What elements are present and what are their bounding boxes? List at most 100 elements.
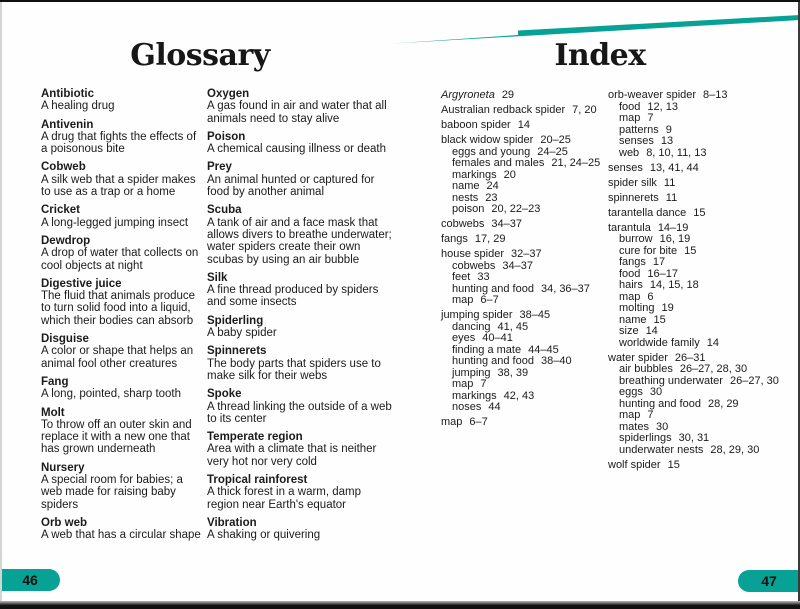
glossary-definition: A drop of water that collects on cool ob… xyxy=(41,247,199,272)
index-entry-pages: 28, 29 xyxy=(707,397,739,410)
index-entry: mates 30 xyxy=(608,421,798,434)
index-entry-label: air bubbles xyxy=(619,363,673,375)
index-entry: senses 13 xyxy=(608,135,798,148)
glossary-entry: Temperate region Area with a climate that… xyxy=(207,431,395,468)
glossary-entry: Orb web A web that has a circular shape xyxy=(41,517,203,542)
glossary-definition: A healing drug xyxy=(41,100,115,113)
index-entry-label: spiderlings xyxy=(619,432,672,444)
index-entry: spider silk 11 xyxy=(608,176,798,190)
index-entry-pages: 13 xyxy=(660,135,674,147)
index-entry-label: name xyxy=(452,180,480,192)
index-entry-label: fangs xyxy=(619,256,646,268)
index-entry-pages: 42, 43 xyxy=(503,389,535,402)
index-entry: cure for bite 15 xyxy=(608,245,798,258)
index-entry-pages: 16, 19 xyxy=(659,233,691,245)
glossary-entry: Nursery A special room for babies; a web … xyxy=(41,462,203,511)
page-number-left: 46 xyxy=(22,572,38,588)
index-entry-pages: 20–25 xyxy=(540,134,571,146)
index-entry-label: tarantella dance xyxy=(608,206,687,219)
index-entry-pages: 15 xyxy=(693,206,706,219)
index-entry: underwater nests 28, 29, 30 xyxy=(608,443,798,457)
index-entry-label: food xyxy=(619,267,641,280)
index-entry-label: nests xyxy=(452,191,479,204)
index-entry: house spider 32–37 xyxy=(441,248,609,261)
index-entry: hairs 14, 15, 18 xyxy=(608,279,798,292)
index-entry-label: map xyxy=(452,294,474,306)
page-number-tab-left: 46 xyxy=(0,569,60,591)
glossary-entry: Cobweb A silk web that a spider makes to … xyxy=(41,161,203,198)
index-entry: web 8, 10, 11, 13 xyxy=(608,146,798,160)
index-entry: spiderlings 30, 31 xyxy=(608,432,798,445)
index-entry: dancing 41, 45 xyxy=(441,321,609,334)
glossary-entry: Scuba A tank of air and a face mask that … xyxy=(207,204,395,265)
glossary-definition: An animal hunted or captured for food by… xyxy=(207,173,375,199)
index-entry-label: map xyxy=(619,290,641,303)
index-entry: burrow 16, 19 xyxy=(608,233,798,246)
index-entry-pages: 33 xyxy=(477,271,490,283)
index-entry: markings 42, 43 xyxy=(441,389,609,403)
index-entry: eggs and young 24–25 xyxy=(441,145,609,159)
index-entry: size 14 xyxy=(608,325,798,338)
index-entry-pages: 17, 29 xyxy=(474,233,506,245)
index-entry-pages: 26–27, 28, 30 xyxy=(679,363,748,375)
glossary-definition: The fluid that animals produce to turn s… xyxy=(41,290,196,327)
index-entry-pages: 32–37 xyxy=(511,248,542,260)
index-entry-pages: 38–45 xyxy=(519,309,551,321)
glossary-term: Disguise xyxy=(41,333,89,346)
glossary-term: Cricket xyxy=(41,204,80,217)
index-entry-pages: 8, 10, 11, 13 xyxy=(646,146,707,159)
glossary-definition: A shaking or quivering xyxy=(207,529,321,542)
header-swoosh-graphic xyxy=(393,15,800,44)
index-entry-pages: 14, 15, 18 xyxy=(649,279,699,291)
index-entry-label: eyes xyxy=(452,332,476,344)
glossary-entry: Cricket A long-legged jumping insect xyxy=(41,204,203,229)
index-entry-label: hunting and food xyxy=(619,397,701,410)
photo-edge-bottom xyxy=(0,601,800,609)
index-entry-pages: 14 xyxy=(517,119,530,131)
glossary-term: Fang xyxy=(41,375,69,388)
index-entry-label: house spider xyxy=(441,248,504,260)
glossary-definition: A long, pointed, sharp tooth xyxy=(41,388,182,401)
index-entry-pages: 7 xyxy=(647,112,654,124)
index-entry-label: burrow xyxy=(619,233,653,245)
glossary-entry: Fang A long, pointed, sharp tooth xyxy=(41,376,203,401)
index-entry: patterns 9 xyxy=(608,123,798,137)
index-entry: orb-weaver spider 8–13 xyxy=(608,89,798,102)
index-entry-pages: 20, 22–23 xyxy=(491,203,541,215)
index-entry-label: hunting and food xyxy=(452,355,534,367)
index-entry: breathing underwater 26–27, 30 xyxy=(608,374,798,388)
photo-edge-top xyxy=(0,0,800,2)
index-entry-label: breathing underwater xyxy=(619,374,723,387)
index-entry: eggs 30 xyxy=(608,386,798,399)
index-entry-pages: 6–7 xyxy=(480,294,499,306)
glossary-entry: Poison A chemical causing illness or deat… xyxy=(207,131,395,156)
index-entry: cobwebs 34–37 xyxy=(441,218,609,231)
glossary-term: Vibration xyxy=(207,516,257,529)
index-entry: name 24 xyxy=(441,180,609,193)
index-entry: name 15 xyxy=(608,313,798,327)
glossary-term: Orb web xyxy=(41,516,88,529)
index-entry-pages: 7 xyxy=(647,409,654,421)
index-entry-pages: 44–45 xyxy=(528,343,559,356)
index-entry-pages: 21, 24–25 xyxy=(551,157,601,169)
glossary-term: Tropical rainforest xyxy=(207,474,308,487)
index-entry: map 6–7 xyxy=(441,294,609,307)
index-entry-pages: 15 xyxy=(653,313,666,326)
index-entry-label: cobwebs xyxy=(452,259,496,272)
index-entry-pages: 24–25 xyxy=(537,145,568,158)
index-entry-pages: 30 xyxy=(649,386,663,398)
glossary-term: Spoke xyxy=(207,388,242,401)
glossary-definition: A baby spider xyxy=(207,327,277,340)
glossary-term: Oxygen xyxy=(207,88,250,100)
index-entry-pages: 26–31 xyxy=(674,351,706,364)
index-entry-label: underwater nests xyxy=(619,443,704,456)
index-entry-label: spider silk xyxy=(608,176,657,189)
index-entry-pages: 34, 36–37 xyxy=(540,282,590,295)
index-entry-label: baboon spider xyxy=(441,119,511,131)
index-entry-label: markings xyxy=(452,389,497,402)
glossary-term: Molt xyxy=(41,406,65,419)
index-entry: poison 20, 22–23 xyxy=(441,203,609,216)
index-entry-pages: 9 xyxy=(665,123,672,136)
glossary-definition: A thick forest in a warm, damp region ne… xyxy=(207,486,362,511)
glossary-term: Antibiotic xyxy=(41,88,95,100)
